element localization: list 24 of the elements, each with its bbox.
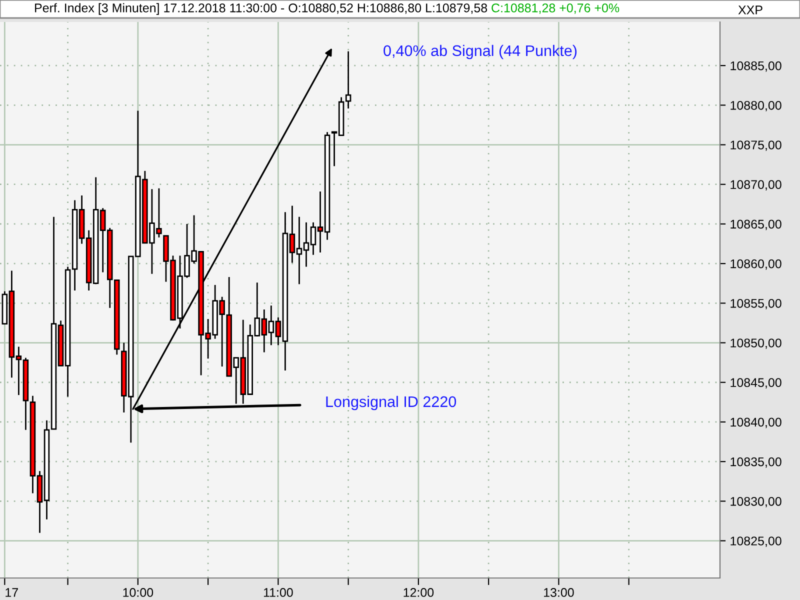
y-tick-label: 10840,00 (730, 418, 782, 428)
x-tick-label: 17 (6, 588, 18, 597)
y-tick-label: 10875,00 (730, 140, 782, 151)
x-tick-label: 13:00 (544, 588, 574, 597)
y-tick-label: 10860,00 (730, 259, 782, 270)
annotation: 0,40% ab Signal (44 Punkte) (384, 44, 577, 60)
y-tick-label: 10885,00 (730, 61, 782, 72)
y-tick-label: 10880,00 (730, 100, 782, 112)
y-tick-label: 10825,00 (730, 536, 782, 547)
y-tick-label: 10830,00 (730, 496, 782, 508)
chart-subtitle: C:10881,28 +0,76 +0% (492, 4, 620, 14)
chart-title: Perf. Index [3 Minuten] 17.12.2018 11:30:00 - O:10880,52 H:10886,80 L:10879,58 (35, 3, 488, 15)
y-tick-label: 10850,00 (730, 338, 782, 349)
annotation: Longsignal ID 2220 (326, 396, 456, 410)
candlestick (345, 50, 352, 110)
y-tick-label: 10865,00 (730, 220, 782, 230)
text: XXP (738, 6, 762, 14)
x-tick-label: 10:00 (123, 588, 154, 597)
y-tick-label: 10870,00 (730, 180, 782, 190)
x-tick-label: 11:00 (264, 588, 293, 597)
y-tick-label: 10835,00 (730, 457, 782, 468)
y-tick-label: 10855,00 (730, 298, 782, 310)
x-tick-label: 12:00 (404, 588, 434, 597)
y-tick-label: 10845,00 (730, 378, 782, 388)
